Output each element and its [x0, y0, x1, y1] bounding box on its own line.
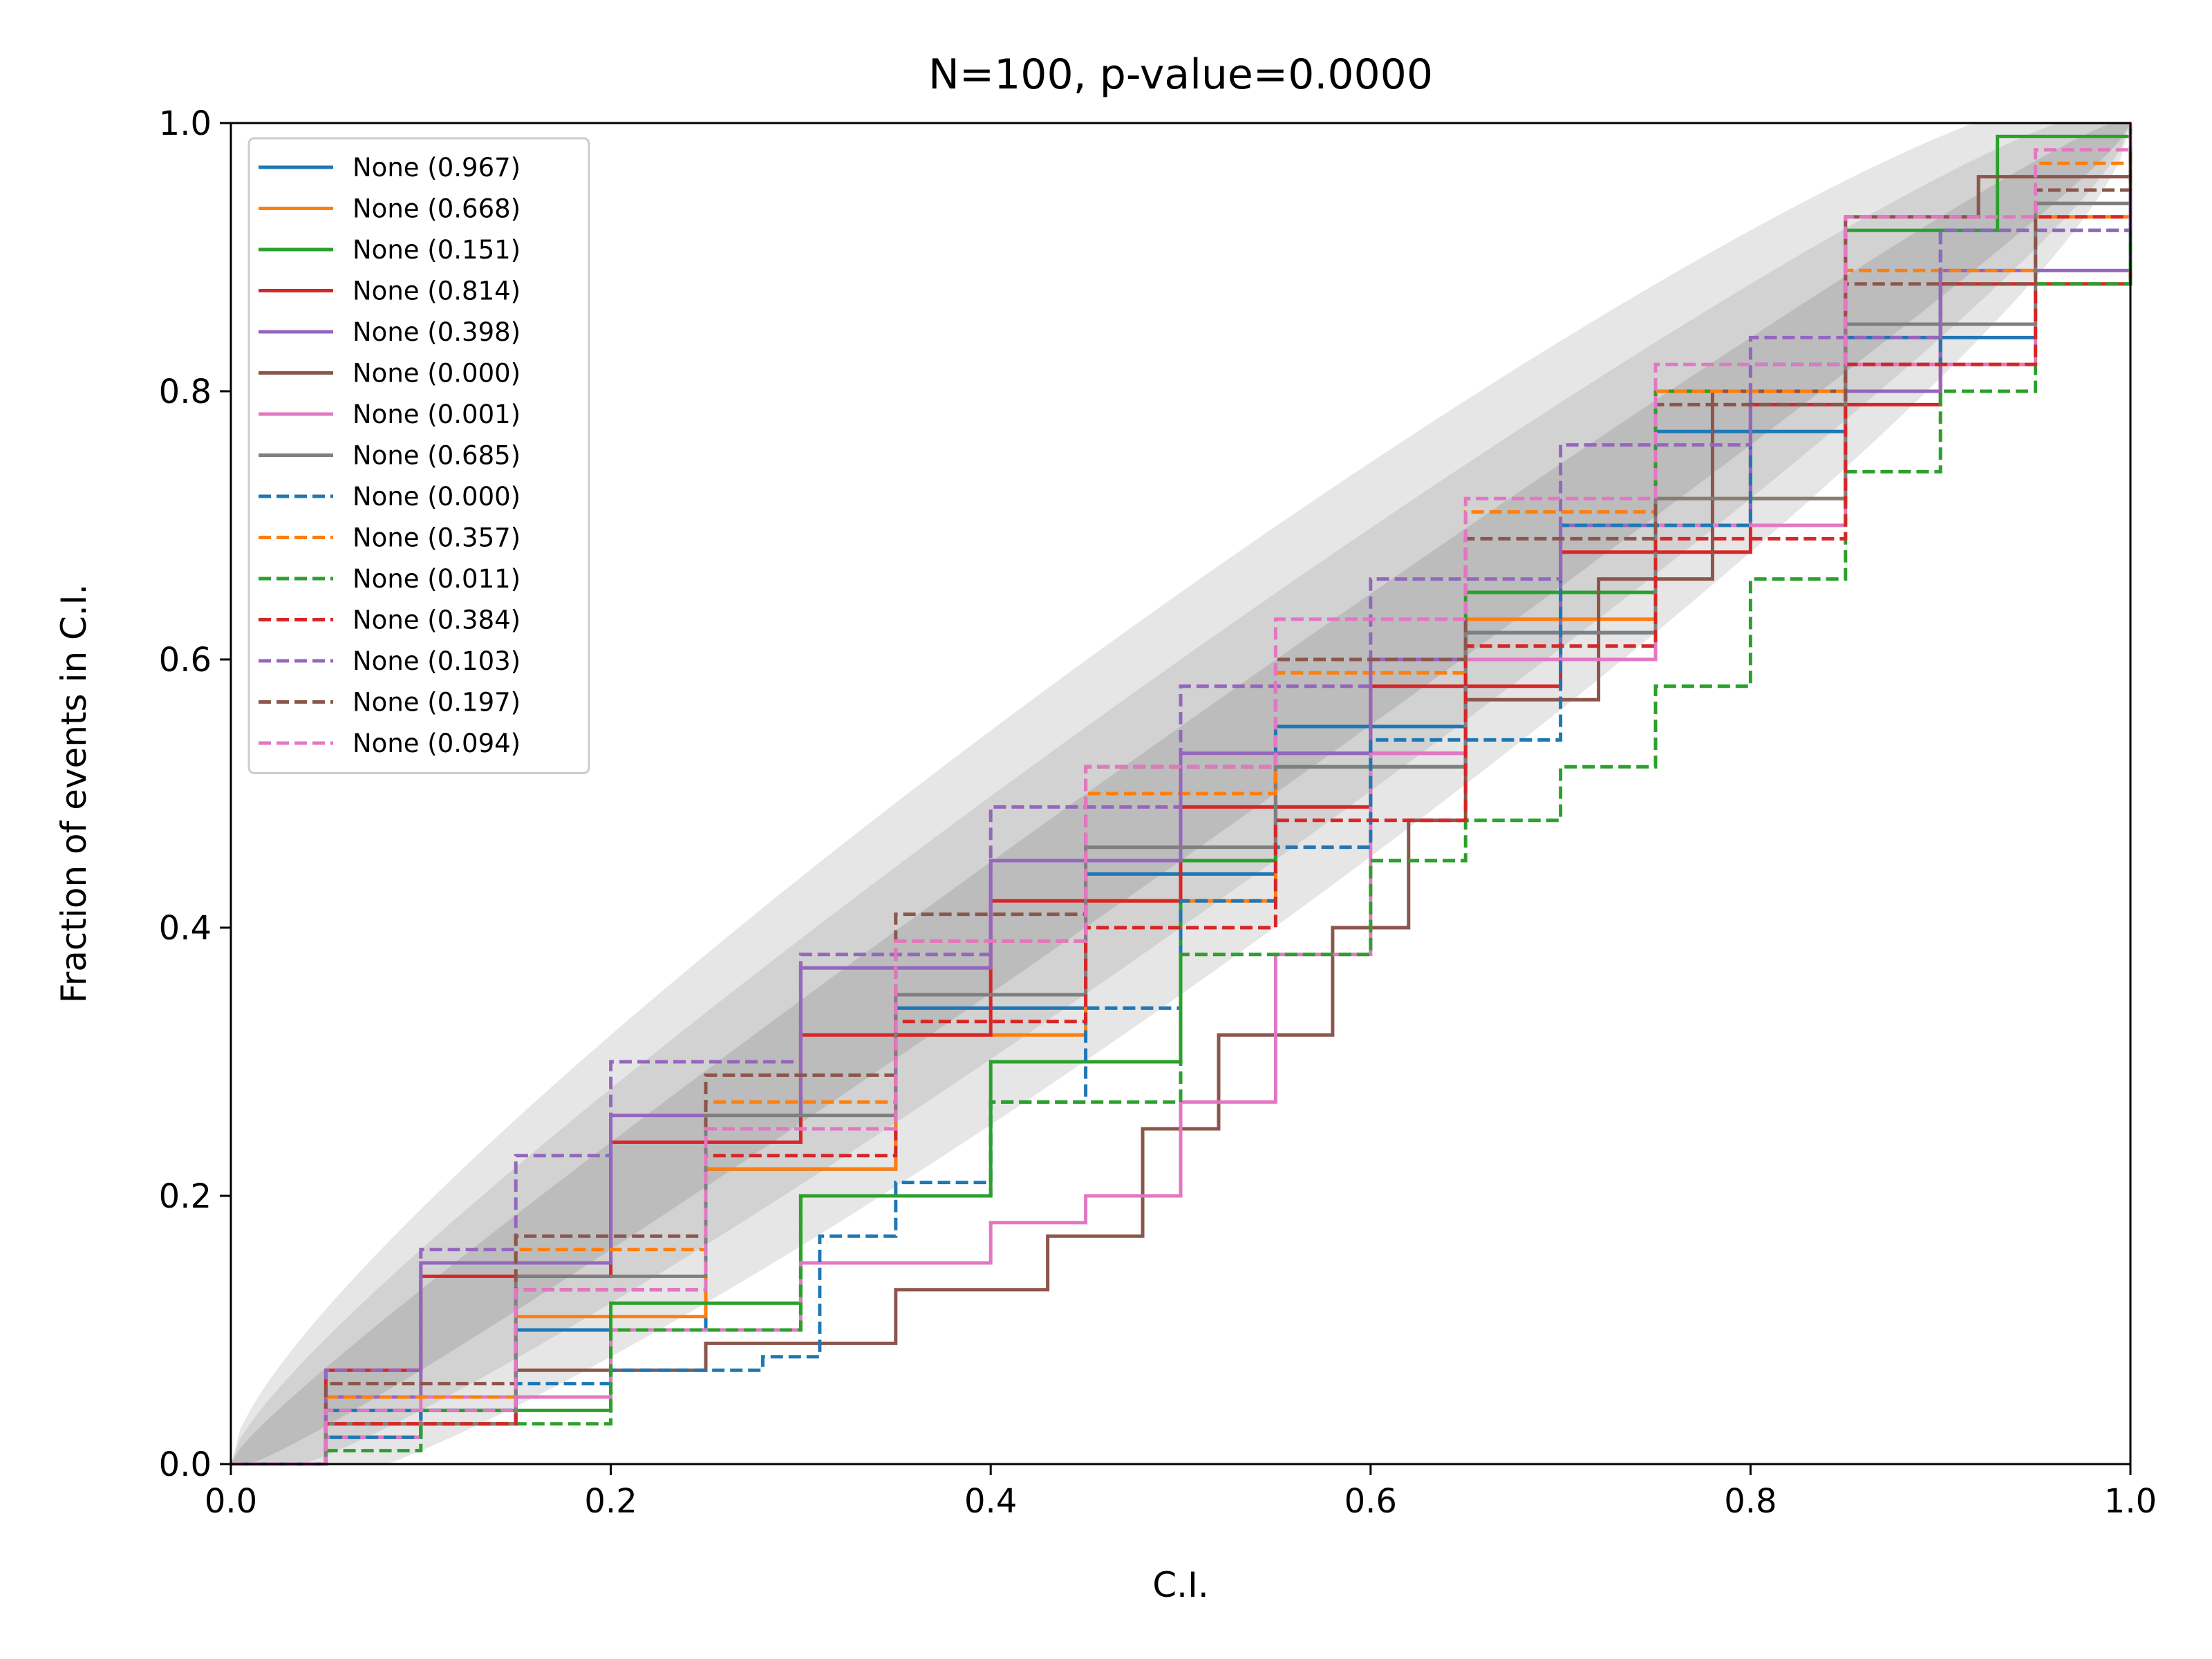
series-line-12 — [231, 123, 2133, 1466]
x-axis-ticks: 0.0 0.2 0.4 0.6 0.8 1.0 — [205, 1464, 2157, 1521]
legend-entry-label: None (0.668) — [353, 194, 521, 224]
x-tick-label: 1.0 — [2104, 1482, 2157, 1521]
legend-entry-label: None (0.384) — [353, 606, 521, 635]
legend-entry-label: None (0.011) — [353, 564, 521, 594]
legend-entry-label: None (0.151) — [353, 235, 521, 265]
y-axis-label: Fraction of events in C.I. — [54, 584, 94, 1004]
legend-entry-label: None (0.000) — [353, 359, 521, 388]
legend-entry-label: None (0.967) — [353, 153, 521, 182]
x-tick-label: 0.2 — [584, 1482, 637, 1521]
y-tick-label: 0.8 — [159, 373, 212, 411]
x-tick-label: 0.8 — [1724, 1482, 1777, 1521]
x-tick-label: 0.6 — [1344, 1482, 1397, 1521]
legend-entry-label: None (0.398) — [353, 317, 521, 347]
y-tick-label: 1.0 — [159, 104, 212, 143]
legend-box — [247, 137, 590, 774]
x-axis-label: C.I. — [1152, 1565, 1208, 1605]
legend-entry-label: None (0.814) — [353, 276, 521, 306]
x-tick-label: 0.0 — [205, 1482, 257, 1521]
legend-entry-label: None (0.001) — [353, 400, 521, 429]
x-tick-label: 0.4 — [964, 1482, 1017, 1521]
series-line-10 — [231, 123, 2133, 1466]
chart-title: N=100, p-value=0.0000 — [928, 50, 1433, 99]
series-line-13 — [231, 123, 2133, 1466]
legend-entry-label: None (0.000) — [353, 482, 521, 512]
series-line-14 — [231, 123, 2133, 1466]
y-tick-label: 0.6 — [159, 641, 212, 679]
y-tick-label: 0.4 — [159, 909, 212, 948]
y-axis-ticks: 0.0 0.2 0.4 0.6 0.8 1.0 — [159, 104, 231, 1484]
legend-entry-label: None (0.685) — [353, 441, 521, 471]
y-tick-label: 0.0 — [159, 1445, 212, 1484]
legend: None (0.967) None (0.668) None (0.151) None… — [247, 137, 590, 774]
y-tick-label: 0.2 — [159, 1177, 212, 1216]
legend-entry-label: None (0.197) — [353, 688, 521, 718]
legend-entry-label: None (0.103) — [353, 646, 521, 676]
series-lines — [231, 123, 2133, 1466]
legend-entry-label: None (0.357) — [353, 523, 521, 553]
legend-entry-label: None (0.094) — [353, 729, 521, 758]
plot-frame — [229, 122, 2132, 1465]
